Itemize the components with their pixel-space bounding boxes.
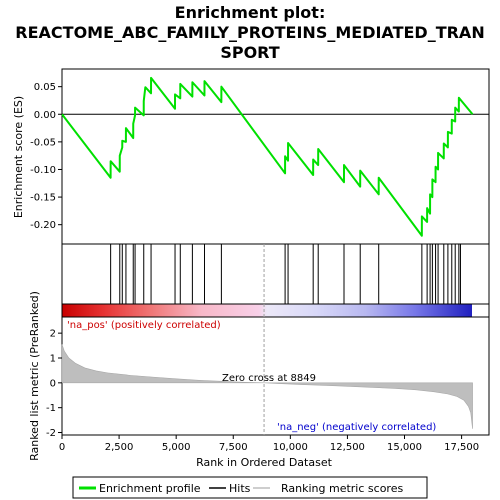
metric-layer [61,244,473,435]
rank-color-bar [62,304,472,317]
metric-y-tick-label: 0 [50,378,56,389]
es-y-tick-label: 0.05 [34,82,56,93]
neg-correlated-label: 'na_neg' (negatively correlated) [277,422,436,433]
metric-y-tick-label: 1 [50,353,56,364]
es-y-tick-label: -0.15 [30,193,56,204]
title-line-1: Enrichment plot: [175,3,326,22]
x-tick-label: 17,500 [444,442,479,453]
ranking-metric-area [61,344,473,429]
enrichment-profile-line [61,76,474,237]
title-line-2: REACTOME_ABC_FAMILY_PROTEINS_MEDIATED_TR… [15,23,484,42]
es-y-tick-label: -0.05 [30,137,56,148]
y-axis-label-es: Enrichment score (ES) [12,96,25,218]
x-tick-label: 0 [59,442,65,453]
x-axis-label: Rank in Ordered Dataset [196,456,333,469]
pos-correlated-label: 'na_pos' (positively correlated) [67,320,221,331]
es-y-tick-label: 0.00 [34,110,56,121]
x-tick-label: 5,000 [162,442,191,453]
x-tick-label: 12,500 [330,442,365,453]
y-axis-label-metric: Ranked list metric (PreRanked) [28,291,41,461]
metric-y-tick-label: -1 [46,403,56,414]
legend: Enrichment profile Hits Ranking metric s… [72,476,428,499]
x-tick-label: 15,000 [387,442,422,453]
es-y-tick-label: -0.20 [30,220,56,231]
zero-cross-label: Zero cross at 8849 [222,373,316,384]
metric-y-tick-label: 2 [50,329,56,340]
legend-metric-label: Ranking metric scores [281,482,403,495]
x-tick-label: 7,500 [219,442,248,453]
es-layer [61,76,489,237]
legend-enrichment-label: Enrichment profile [99,482,201,495]
legend-box [72,476,428,499]
x-tick-label: 2,500 [105,442,134,453]
chart-title: Enrichment plot: REACTOME_ABC_FAMILY_PRO… [15,3,484,62]
metric-y-tick-label: -2 [46,428,56,439]
title-line-3: SPORT [220,43,279,62]
es-panel [61,68,490,245]
es-y-tick-label: -0.10 [30,165,56,176]
legend-hits-label: Hits [229,482,251,495]
x-tick-label: 10,000 [273,442,308,453]
hits-layer [110,244,461,304]
